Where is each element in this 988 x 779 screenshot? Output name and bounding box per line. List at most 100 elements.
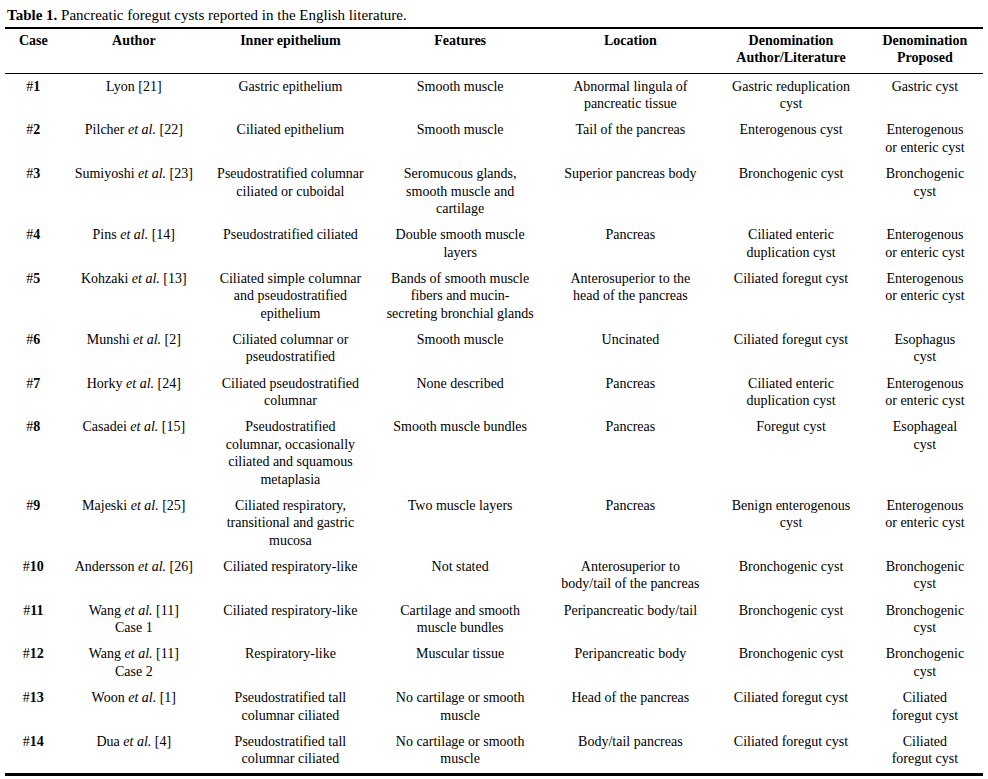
features-cell: No cartilage or smoothmuscle — [375, 685, 546, 729]
inner-epithelium-cell: Ciliated simple columnarand pseudostrati… — [206, 266, 375, 327]
denomination-author-literature-cell: Bronchogenic cyst — [715, 554, 867, 598]
author-cell: Casadei et al. [15] — [62, 414, 206, 492]
features-cell: Smooth muscle — [375, 117, 546, 161]
case-cell: #5 — [5, 266, 62, 327]
inner-epithelium-cell: Pseudostratified tallcolumnar ciliated — [206, 729, 375, 774]
case-cell: #11 — [5, 598, 62, 642]
features-cell: Not stated — [375, 554, 546, 598]
table-row: #4Pins et al. [14]Pseudostratified cilia… — [5, 222, 983, 266]
features-cell: Smooth muscle — [375, 327, 546, 371]
case-cell: #10 — [5, 554, 62, 598]
author-cell: Lyon [21] — [62, 73, 206, 117]
location-cell: Abnormal lingula ofpancreatic tissue — [546, 73, 716, 117]
denomination-proposed-cell: Bronchogeniccyst — [867, 641, 983, 685]
denomination-author-literature-cell: Gastric reduplicationcyst — [715, 73, 867, 117]
denomination-author-literature-cell: Bronchogenic cyst — [715, 641, 867, 685]
case-cell: #14 — [5, 729, 62, 774]
table-caption-label: Table 1. — [7, 7, 57, 23]
denomination-author-literature-cell: Bronchogenic cyst — [715, 598, 867, 642]
denomination-proposed-cell: Enterogenousor enteric cyst — [867, 222, 983, 266]
inner-epithelium-cell: Ciliated epithelium — [206, 117, 375, 161]
features-cell: None described — [375, 371, 546, 415]
table-body: #1Lyon [21]Gastric epitheliumSmooth musc… — [5, 73, 983, 774]
column-header-denomination-proposed: DenominationProposed — [867, 28, 983, 73]
inner-epithelium-cell: Pseudostratified tallcolumnar ciliated — [206, 685, 375, 729]
header-row: CaseAuthorInner epitheliumFeaturesLocati… — [5, 28, 983, 73]
table-caption-text: Pancreatic foregut cysts reported in the… — [57, 7, 406, 23]
author-cell: Munshi et al. [2] — [62, 327, 206, 371]
denomination-author-literature-cell: Ciliated entericduplication cyst — [715, 371, 867, 415]
denomination-proposed-cell: Esophaguscyst — [867, 327, 983, 371]
case-cell: #13 — [5, 685, 62, 729]
location-cell: Superior pancreas body — [546, 161, 716, 222]
case-cell: #12 — [5, 641, 62, 685]
table-header: CaseAuthorInner epitheliumFeaturesLocati… — [5, 28, 983, 73]
denomination-proposed-cell: Enterogenousor enteric cyst — [867, 493, 983, 554]
denomination-proposed-cell: Enterogenousor enteric cyst — [867, 117, 983, 161]
denomination-author-literature-cell: Ciliated foregut cyst — [715, 327, 867, 371]
inner-epithelium-cell: Gastric epithelium — [206, 73, 375, 117]
column-header-author: Author — [62, 28, 206, 73]
features-cell: Two muscle layers — [375, 493, 546, 554]
table-row: #11Wang et al. [11]Case 1Ciliated respir… — [5, 598, 983, 642]
table-caption: Table 1. Pancreatic foregut cysts report… — [5, 5, 983, 27]
features-cell: Smooth muscle bundles — [375, 414, 546, 492]
column-header-case: Case — [5, 28, 62, 73]
author-cell: Majeski et al. [25] — [62, 493, 206, 554]
case-cell: #9 — [5, 493, 62, 554]
location-cell: Anterosuperior tobody/tail of the pancre… — [546, 554, 716, 598]
author-cell: Wang et al. [11]Case 2 — [62, 641, 206, 685]
denomination-author-literature-cell: Enterogenous cyst — [715, 117, 867, 161]
author-cell: Dua et al. [4] — [62, 729, 206, 774]
denomination-proposed-cell: Bronchogeniccyst — [867, 161, 983, 222]
features-cell: Double smooth musclelayers — [375, 222, 546, 266]
location-cell: Pancreas — [546, 222, 716, 266]
paper-table-page: Table 1. Pancreatic foregut cysts report… — [0, 0, 988, 779]
inner-epithelium-cell: Ciliated respiratory-like — [206, 554, 375, 598]
denomination-author-literature-cell: Ciliated foregut cyst — [715, 685, 867, 729]
table-row: #2Pilcher et al. [22]Ciliated epithelium… — [5, 117, 983, 161]
inner-epithelium-cell: Ciliated respiratory-like — [206, 598, 375, 642]
inner-epithelium-cell: Pseudostratified columnarciliated or cub… — [206, 161, 375, 222]
location-cell: Peripancreatic body — [546, 641, 716, 685]
author-cell: Pilcher et al. [22] — [62, 117, 206, 161]
features-cell: Smooth muscle — [375, 73, 546, 117]
denomination-proposed-cell: Enterogenousor enteric cyst — [867, 371, 983, 415]
table-row: #13Woon et al. [1]Pseudostratified tallc… — [5, 685, 983, 729]
author-cell: Horky et al. [24] — [62, 371, 206, 415]
case-cell: #1 — [5, 73, 62, 117]
denomination-proposed-cell: Bronchogeniccyst — [867, 598, 983, 642]
author-cell: Pins et al. [14] — [62, 222, 206, 266]
location-cell: Body/tail pancreas — [546, 729, 716, 774]
table-row: #7Horky et al. [24]Ciliated pseudostrati… — [5, 371, 983, 415]
denomination-proposed-cell: Gastric cyst — [867, 73, 983, 117]
author-cell: Andersson et al. [26] — [62, 554, 206, 598]
table-row: #9Majeski et al. [25]Ciliated respirator… — [5, 493, 983, 554]
case-cell: #6 — [5, 327, 62, 371]
column-header-denomination-author-literature: DenominationAuthor/Literature — [715, 28, 867, 73]
pancreatic-foregut-cysts-table: CaseAuthorInner epitheliumFeaturesLocati… — [5, 27, 983, 776]
table-row: #3Sumiyoshi et al. [23]Pseudostratified … — [5, 161, 983, 222]
denomination-author-literature-cell: Bronchogenic cyst — [715, 161, 867, 222]
case-cell: #8 — [5, 414, 62, 492]
case-cell: #7 — [5, 371, 62, 415]
inner-epithelium-cell: Ciliated columnar orpseudostratified — [206, 327, 375, 371]
denomination-proposed-cell: Esophagealcyst — [867, 414, 983, 492]
denomination-author-literature-cell: Ciliated foregut cyst — [715, 729, 867, 774]
denomination-proposed-cell: Ciliatedforegut cyst — [867, 729, 983, 774]
denomination-proposed-cell: Bronchogeniccyst — [867, 554, 983, 598]
denomination-author-literature-cell: Foregut cyst — [715, 414, 867, 492]
location-cell: Pancreas — [546, 414, 716, 492]
case-cell: #4 — [5, 222, 62, 266]
column-header-location: Location — [546, 28, 716, 73]
case-cell: #2 — [5, 117, 62, 161]
features-cell: Bands of smooth musclefibers and mucin-s… — [375, 266, 546, 327]
table-row: #1Lyon [21]Gastric epitheliumSmooth musc… — [5, 73, 983, 117]
case-cell: #3 — [5, 161, 62, 222]
inner-epithelium-cell: Ciliated pseudostratifiedcolumnar — [206, 371, 375, 415]
author-cell: Wang et al. [11]Case 1 — [62, 598, 206, 642]
table-row: #6Munshi et al. [2]Ciliated columnar orp… — [5, 327, 983, 371]
table-row: #14Dua et al. [4]Pseudostratified tallco… — [5, 729, 983, 774]
features-cell: No cartilage or smoothmuscle — [375, 729, 546, 774]
table-row: #10Andersson et al. [26]Ciliated respira… — [5, 554, 983, 598]
